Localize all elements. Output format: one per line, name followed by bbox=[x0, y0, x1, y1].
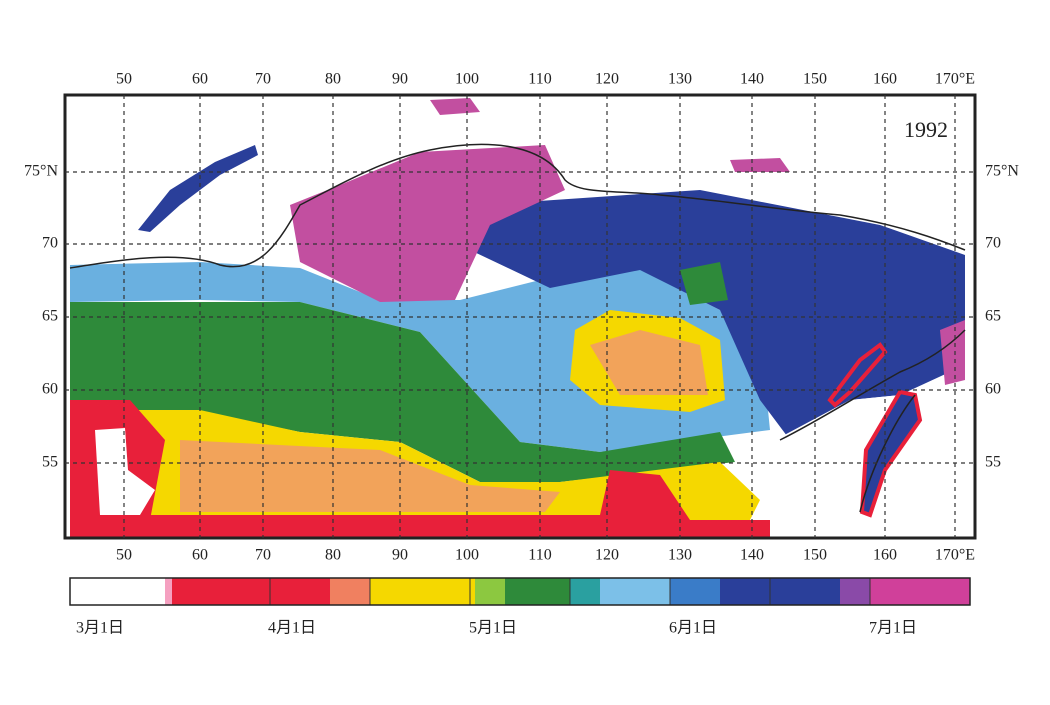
lon-label-top: 80 bbox=[325, 71, 341, 88]
lon-label-top: 70 bbox=[255, 71, 271, 88]
lon-label-bottom: 110 bbox=[528, 547, 551, 564]
lat-label-left: 70 bbox=[42, 235, 58, 252]
lon-label-top: 140 bbox=[740, 71, 764, 88]
colorbar-segment bbox=[570, 578, 600, 605]
lon-label-bottom: 50 bbox=[116, 547, 132, 564]
lon-label-bottom: 60 bbox=[192, 547, 208, 564]
lon-label-top: 160 bbox=[873, 71, 897, 88]
severnaya-zemlya bbox=[430, 98, 480, 115]
lon-label-top: 100 bbox=[455, 71, 479, 88]
lon-label-top: 90 bbox=[392, 71, 408, 88]
lon-label-top: 60 bbox=[192, 71, 208, 88]
lon-label-bottom: 100 bbox=[455, 547, 479, 564]
lon-label-top: 120 bbox=[595, 71, 619, 88]
colorbar-label: 4月1日 bbox=[268, 620, 316, 637]
colorbar-segment bbox=[670, 578, 720, 605]
colorbar-segment bbox=[370, 578, 475, 605]
region-green-east bbox=[680, 262, 728, 305]
colorbar: 3月1日 4月1日 5月1日 6月1日 7月1日 bbox=[69, 577, 971, 637]
map-field bbox=[69, 98, 966, 538]
colorbar-label: 5月1日 bbox=[469, 620, 517, 637]
colorbar-segment bbox=[165, 578, 172, 605]
region-orange-blob bbox=[590, 330, 708, 395]
east-island bbox=[730, 158, 790, 172]
lon-label-bottom: 170°E bbox=[935, 547, 975, 564]
lon-label-bottom: 160 bbox=[873, 547, 897, 564]
lon-label-bottom: 120 bbox=[595, 547, 619, 564]
lon-label-bottom: 140 bbox=[740, 547, 764, 564]
lat-label-left: 65 bbox=[42, 308, 58, 325]
colorbar-label: 7月1日 bbox=[869, 620, 917, 637]
year-label: 1992 bbox=[904, 117, 948, 142]
coordinate-labels: 50 50 60 60 70 70 80 80 90 90 100 100 110 110 120 120 13… bbox=[24, 71, 1019, 564]
lon-label-bottom: 80 bbox=[325, 547, 341, 564]
region-magenta bbox=[290, 145, 565, 302]
lat-label-right: 60 bbox=[985, 381, 1001, 398]
lon-label-bottom: 90 bbox=[392, 547, 408, 564]
lon-label-bottom: 130 bbox=[668, 547, 692, 564]
region-orange bbox=[180, 440, 560, 512]
region-blue bbox=[470, 190, 965, 440]
lon-label-bottom: 70 bbox=[255, 547, 271, 564]
colorbar-label: 3月1日 bbox=[76, 620, 124, 637]
colorbar-segment bbox=[505, 578, 570, 605]
region-white-west bbox=[95, 428, 155, 515]
lat-label-left: 75°N bbox=[24, 163, 58, 180]
kamchatka bbox=[859, 389, 923, 518]
lon-label-top: 130 bbox=[668, 71, 692, 88]
lon-label-top: 50 bbox=[116, 71, 132, 88]
lon-label-top: 170°E bbox=[935, 71, 975, 88]
colorbar-segment bbox=[870, 578, 970, 605]
lat-label-left: 60 bbox=[42, 381, 58, 398]
colorbar-segment bbox=[720, 578, 840, 605]
lat-label-right: 55 bbox=[985, 454, 1001, 471]
coastline bbox=[69, 143, 966, 513]
region-green bbox=[70, 302, 735, 482]
novaya-zemlya bbox=[138, 145, 258, 232]
colorbar-segment bbox=[70, 578, 165, 605]
graticule bbox=[65, 95, 975, 538]
lon-label-bottom: 150 bbox=[803, 547, 827, 564]
lat-label-left: 55 bbox=[42, 454, 58, 471]
region-light-blue bbox=[70, 262, 770, 452]
colorbar-segment bbox=[475, 578, 505, 605]
colorbar-border bbox=[69, 577, 971, 606]
lon-label-top: 150 bbox=[803, 71, 827, 88]
colorbar-label: 6月1日 bbox=[669, 620, 717, 637]
lat-label-right: 65 bbox=[985, 308, 1001, 325]
colorbar-segment bbox=[840, 578, 870, 605]
colorbar-segment bbox=[600, 578, 670, 605]
colorbar-segment bbox=[172, 578, 330, 605]
lat-label-right: 75°N bbox=[985, 163, 1019, 180]
colorbar-segment bbox=[330, 578, 370, 605]
lat-label-right: 70 bbox=[985, 235, 1001, 252]
lon-label-top: 110 bbox=[528, 71, 551, 88]
region-red-south bbox=[70, 470, 770, 538]
